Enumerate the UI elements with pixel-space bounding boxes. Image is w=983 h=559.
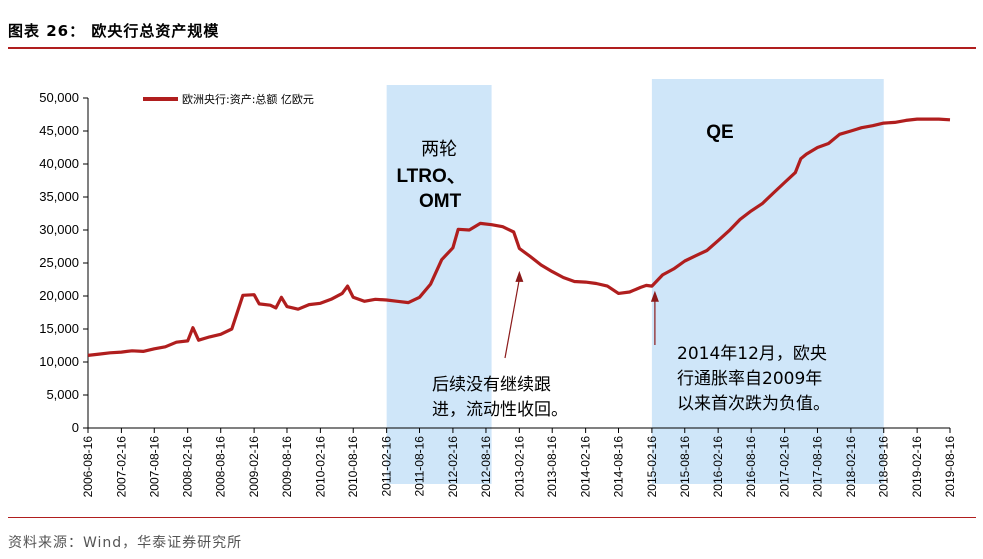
x-tick-label: 2007-02-16 xyxy=(114,436,128,498)
x-tick-label: 2009-02-16 xyxy=(247,436,261,498)
x-tick-label: 2011-08-16 xyxy=(413,436,427,497)
x-tick-label: 2018-02-16 xyxy=(844,436,858,498)
x-tick-label: 2011-02-16 xyxy=(380,436,394,497)
annotation-text: 进，流动性收回。 xyxy=(432,400,568,420)
x-tick-label: 2019-02-16 xyxy=(910,436,924,498)
x-tick-label: 2018-08-16 xyxy=(877,436,891,498)
x-tick-label: 2007-08-16 xyxy=(147,436,161,498)
chart-title: 图表 26： 欧央行总资产规模 xyxy=(8,22,220,40)
x-tick-label: 2010-02-16 xyxy=(313,436,327,498)
y-tick-label: 30,000 xyxy=(39,222,79,237)
x-tick-label: 2014-08-16 xyxy=(611,436,625,498)
chart-area: 0 5,000 10,000 15,000 20,000 25,000 30,000 35,0… xyxy=(39,79,957,498)
annotation-arrowhead xyxy=(650,290,659,302)
annotation-arrowhead xyxy=(515,270,524,282)
x-tick-label: 2016-02-16 xyxy=(711,436,725,498)
x-tick-label: 2012-08-16 xyxy=(479,436,493,498)
title-rule xyxy=(8,47,976,49)
source-rule xyxy=(8,517,976,518)
y-tick-label: 25,000 xyxy=(39,255,79,270)
x-tick-label: 2009-08-16 xyxy=(280,436,294,498)
x-tick-label: 2016-08-16 xyxy=(744,436,758,498)
y-tick-label: 5,000 xyxy=(46,387,79,402)
annotation-text: 以来首次跌为负值。 xyxy=(677,394,830,414)
shaded-period xyxy=(386,85,492,484)
x-tick-label: 2015-08-16 xyxy=(678,436,692,498)
y-tick-label: 10,000 xyxy=(39,354,79,369)
x-tick-label: 2017-02-16 xyxy=(778,436,792,498)
shaded-period-label: LTRO、 xyxy=(396,166,465,187)
annotation-text: 2014年12月，欧央 xyxy=(677,344,827,364)
x-tick-label: 2012-02-16 xyxy=(446,436,460,498)
x-tick-label: 2006-08-16 xyxy=(81,436,95,498)
annotation-arrow xyxy=(504,278,520,359)
y-tick-label: 15,000 xyxy=(39,321,79,336)
y-tick-label: 40,000 xyxy=(39,156,79,171)
y-tick-label: 0 xyxy=(72,420,79,435)
x-tick-label: 2015-02-16 xyxy=(645,436,659,498)
shaded-period-label: OMT xyxy=(419,191,462,212)
series-line xyxy=(87,117,951,357)
shaded-period-label: 两轮 xyxy=(421,139,457,160)
y-tick-label: 50,000 xyxy=(39,90,79,105)
y-tick-label: 45,000 xyxy=(39,123,79,138)
y-tick-label: 35,000 xyxy=(39,189,79,204)
x-tick-label: 2010-08-16 xyxy=(346,436,360,498)
shaded-period xyxy=(651,79,884,484)
shaded-period-label: QE xyxy=(706,122,733,143)
x-tick-label: 2014-02-16 xyxy=(579,436,593,498)
x-tick-label: 2013-02-16 xyxy=(512,436,526,498)
x-tick-label: 2008-08-16 xyxy=(214,436,228,498)
x-tick-label: 2008-02-16 xyxy=(181,436,195,498)
x-tick-label: 2019-08-16 xyxy=(943,436,957,498)
y-tick-label: 20,000 xyxy=(39,288,79,303)
source-note: 资料来源：Wind，华泰证券研究所 xyxy=(8,535,243,551)
legend-label: 欧洲央行:资产:总额 亿欧元 xyxy=(182,92,314,106)
annotation-text: 行通胀率自2009年 xyxy=(677,369,822,389)
x-tick-label: 2013-08-16 xyxy=(545,436,559,498)
x-tick-label: 2017-08-16 xyxy=(810,436,824,498)
annotation-text: 后续没有继续跟 xyxy=(432,375,551,395)
